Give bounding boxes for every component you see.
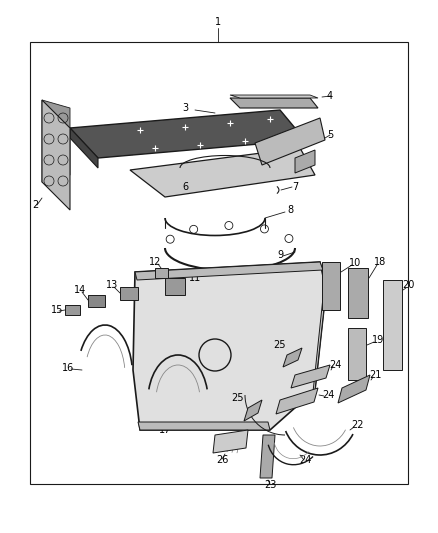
Text: 4: 4 xyxy=(327,91,333,101)
Polygon shape xyxy=(322,262,340,310)
Text: 2: 2 xyxy=(32,200,38,210)
Text: 24: 24 xyxy=(299,455,311,465)
Polygon shape xyxy=(42,100,70,210)
Polygon shape xyxy=(120,287,138,300)
Text: 8: 8 xyxy=(287,205,293,215)
Text: 24: 24 xyxy=(322,390,334,400)
Text: 23: 23 xyxy=(264,480,276,490)
Polygon shape xyxy=(135,262,323,280)
Polygon shape xyxy=(313,288,326,392)
Text: 18: 18 xyxy=(374,257,386,267)
Text: 20: 20 xyxy=(402,280,414,290)
Text: 3: 3 xyxy=(182,103,188,113)
Text: 22: 22 xyxy=(352,420,364,430)
Text: 25: 25 xyxy=(274,340,286,350)
Text: 13: 13 xyxy=(106,280,118,290)
Text: 1: 1 xyxy=(215,17,221,27)
Text: 15: 15 xyxy=(51,305,63,315)
Text: 11: 11 xyxy=(189,273,201,283)
Polygon shape xyxy=(70,128,98,168)
Text: 26: 26 xyxy=(216,455,228,465)
Polygon shape xyxy=(230,95,318,98)
Text: 12: 12 xyxy=(149,257,161,267)
Text: 7: 7 xyxy=(292,182,298,192)
Polygon shape xyxy=(42,100,70,182)
Text: 24: 24 xyxy=(329,360,341,370)
Polygon shape xyxy=(244,400,262,421)
Text: 25: 25 xyxy=(231,393,243,403)
Text: 19: 19 xyxy=(372,335,384,345)
Text: 9: 9 xyxy=(277,250,283,260)
Text: 16: 16 xyxy=(62,363,74,373)
Polygon shape xyxy=(291,365,330,388)
Polygon shape xyxy=(88,295,105,307)
Polygon shape xyxy=(70,110,305,158)
Polygon shape xyxy=(130,148,315,197)
Bar xyxy=(30,42,408,484)
Polygon shape xyxy=(155,268,168,278)
Text: 10: 10 xyxy=(349,258,361,268)
Polygon shape xyxy=(260,435,275,478)
Text: 17: 17 xyxy=(159,425,171,435)
Polygon shape xyxy=(213,430,248,453)
Polygon shape xyxy=(230,98,318,108)
Polygon shape xyxy=(255,118,325,165)
Polygon shape xyxy=(348,268,368,318)
Text: 21: 21 xyxy=(369,370,381,380)
Text: 5: 5 xyxy=(327,130,333,140)
Polygon shape xyxy=(283,348,302,367)
Polygon shape xyxy=(348,328,366,380)
Text: 6: 6 xyxy=(182,182,188,192)
Polygon shape xyxy=(383,280,402,370)
Polygon shape xyxy=(138,422,270,430)
Polygon shape xyxy=(65,305,80,315)
Polygon shape xyxy=(295,150,315,173)
Polygon shape xyxy=(165,278,185,295)
Polygon shape xyxy=(338,375,370,403)
Text: 14: 14 xyxy=(74,285,86,295)
Polygon shape xyxy=(133,262,326,430)
Polygon shape xyxy=(276,388,318,414)
